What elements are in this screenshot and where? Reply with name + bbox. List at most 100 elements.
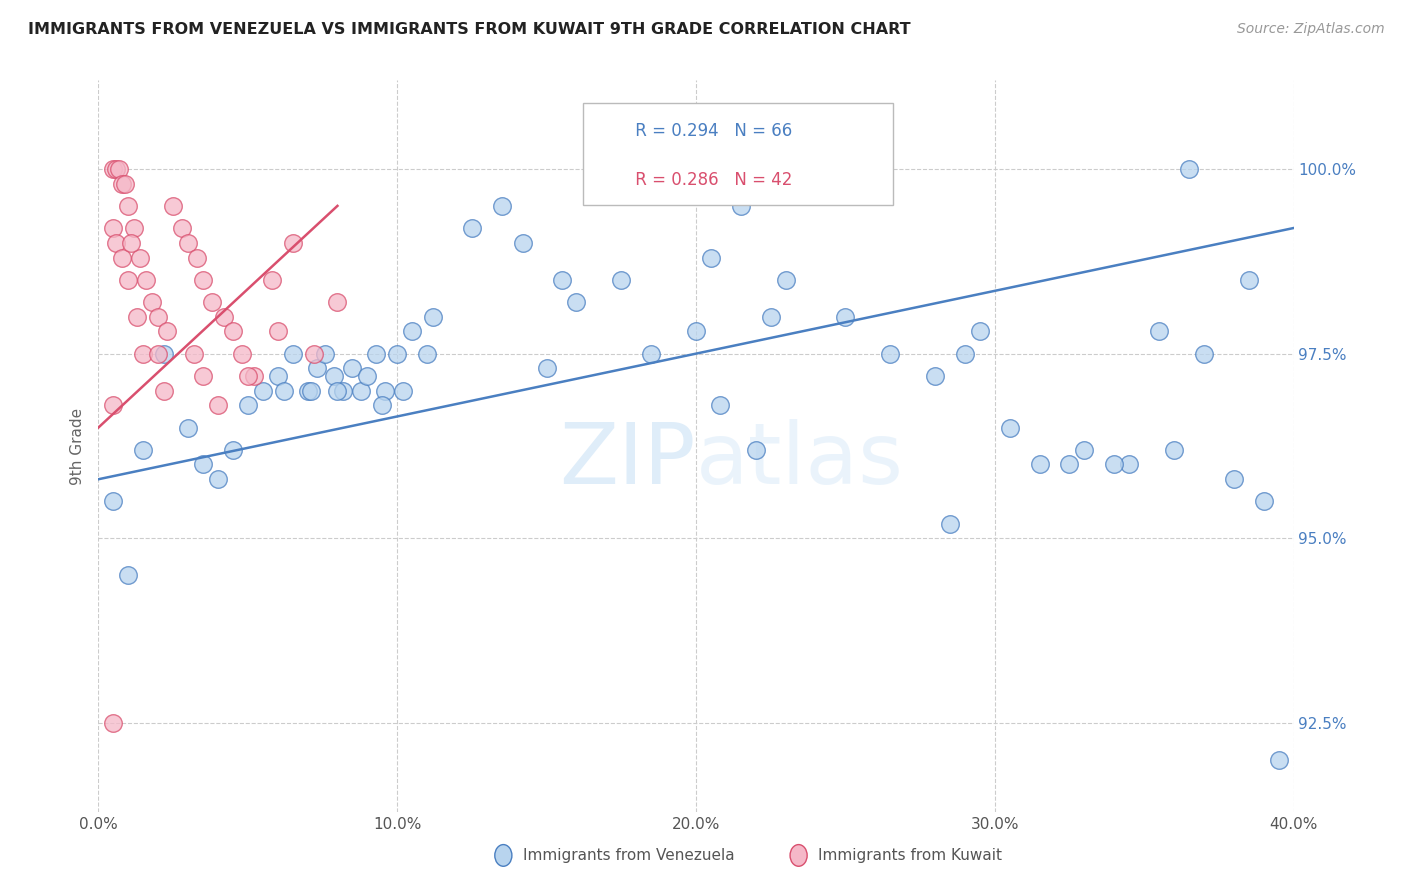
- Point: [834, 310, 856, 324]
- Circle shape: [598, 120, 620, 144]
- Point: [512, 235, 534, 250]
- Point: [111, 177, 134, 191]
- Point: [332, 384, 354, 398]
- Point: [183, 346, 205, 360]
- Point: [1059, 458, 1081, 472]
- Point: [252, 384, 274, 398]
- Text: R = 0.294   N = 66: R = 0.294 N = 66: [630, 122, 792, 140]
- Text: IMMIGRANTS FROM VENEZUELA VS IMMIGRANTS FROM KUWAIT 9TH GRADE CORRELATION CHART: IMMIGRANTS FROM VENEZUELA VS IMMIGRANTS …: [28, 22, 911, 37]
- Point: [222, 325, 245, 339]
- Point: [640, 346, 662, 360]
- Point: [120, 235, 142, 250]
- Point: [371, 398, 394, 412]
- Point: [1102, 458, 1125, 472]
- Point: [305, 361, 328, 376]
- Point: [105, 235, 128, 250]
- Point: [103, 398, 125, 412]
- Text: ZIP: ZIP: [560, 419, 696, 502]
- Point: [132, 346, 155, 360]
- Point: [302, 346, 325, 360]
- Point: [114, 177, 136, 191]
- Point: [103, 221, 125, 235]
- Point: [267, 325, 290, 339]
- Point: [297, 384, 319, 398]
- Point: [186, 251, 208, 265]
- Point: [135, 273, 157, 287]
- Point: [565, 294, 588, 309]
- Point: [1147, 325, 1170, 339]
- Point: [323, 368, 346, 383]
- Circle shape: [790, 845, 807, 866]
- Point: [191, 368, 214, 383]
- Point: [326, 384, 349, 398]
- Text: Source: ZipAtlas.com: Source: ZipAtlas.com: [1237, 22, 1385, 37]
- Point: [422, 310, 444, 324]
- Point: [709, 398, 731, 412]
- Point: [374, 384, 396, 398]
- Point: [939, 516, 962, 531]
- Point: [385, 346, 409, 360]
- Point: [356, 368, 378, 383]
- Point: [273, 384, 295, 398]
- Point: [610, 273, 633, 287]
- Point: [1237, 273, 1260, 287]
- Point: [132, 442, 155, 457]
- Point: [1253, 494, 1275, 508]
- Point: [536, 361, 558, 376]
- Point: [550, 273, 572, 287]
- Text: Immigrants from Venezuela: Immigrants from Venezuela: [523, 848, 735, 863]
- Point: [366, 346, 388, 360]
- Point: [117, 273, 139, 287]
- Text: Immigrants from Kuwait: Immigrants from Kuwait: [818, 848, 1002, 863]
- Point: [212, 310, 235, 324]
- Point: [172, 221, 194, 235]
- Point: [416, 346, 439, 360]
- Text: atlas: atlas: [696, 419, 904, 502]
- Point: [117, 199, 139, 213]
- Point: [201, 294, 224, 309]
- Circle shape: [495, 845, 512, 866]
- Point: [117, 568, 139, 582]
- Point: [1178, 161, 1201, 176]
- Point: [461, 221, 484, 235]
- Point: [129, 251, 152, 265]
- Point: [153, 384, 176, 398]
- Point: [148, 346, 170, 360]
- Point: [191, 273, 214, 287]
- Point: [745, 442, 768, 457]
- Point: [1267, 753, 1289, 767]
- Point: [953, 346, 976, 360]
- Point: [243, 368, 266, 383]
- Point: [879, 346, 901, 360]
- Point: [124, 221, 146, 235]
- Point: [1192, 346, 1215, 360]
- Point: [127, 310, 149, 324]
- Point: [1073, 442, 1095, 457]
- Point: [392, 384, 415, 398]
- Point: [267, 368, 290, 383]
- Point: [1163, 442, 1185, 457]
- Point: [1028, 458, 1050, 472]
- Point: [314, 346, 337, 360]
- Point: [153, 346, 176, 360]
- Point: [1222, 472, 1246, 486]
- Point: [108, 161, 131, 176]
- Point: [685, 325, 707, 339]
- Point: [342, 361, 364, 376]
- Point: [260, 273, 283, 287]
- Point: [141, 294, 163, 309]
- Point: [350, 384, 373, 398]
- Point: [162, 199, 184, 213]
- Point: [103, 716, 125, 731]
- Point: [924, 368, 946, 383]
- Point: [111, 251, 134, 265]
- Point: [759, 310, 782, 324]
- Point: [207, 472, 229, 486]
- Point: [105, 161, 128, 176]
- Point: [207, 398, 229, 412]
- Point: [326, 294, 349, 309]
- Point: [231, 346, 253, 360]
- Text: R = 0.286   N = 42: R = 0.286 N = 42: [630, 170, 792, 188]
- Point: [700, 251, 723, 265]
- Point: [191, 458, 214, 472]
